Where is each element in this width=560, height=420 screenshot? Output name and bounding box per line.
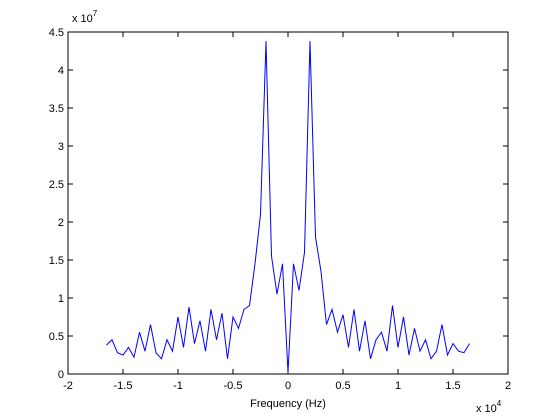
x-multiplier-base: x 10 [476,403,497,415]
plot-frame [67,31,509,375]
y-tick-label: 4.5 [49,27,64,39]
x-multiplier: x 104 [476,399,502,415]
y-tick-label: 4 [58,65,64,77]
x-multiplier-exponent: 4 [497,399,502,408]
x-tick-label: -1.5 [114,380,133,392]
y-tick-label: 0 [58,369,64,381]
x-tick-label: -2 [63,380,73,392]
x-tick-label: -1 [173,380,183,392]
x-axis-label: Frequency (Hz) [250,398,326,410]
line-series [106,41,470,373]
x-tick-label: 1 [395,380,401,392]
y-multiplier: x 107 [72,9,98,25]
y-tick-label: 1 [58,293,64,305]
y-tick-label: 2 [58,217,64,229]
x-tick-label: 0 [285,380,291,392]
x-tick-label: -0.5 [224,380,243,392]
y-tick-label: 3 [58,141,64,153]
y-tick-label: 3.5 [49,103,64,115]
y-multiplier-exponent: 7 [93,9,98,18]
y-multiplier-base: x 10 [72,13,93,25]
x-tick-label: 1.5 [445,380,460,392]
y-tick-label: 2.5 [49,179,64,191]
y-tick-label: 0.5 [49,331,64,343]
x-tick-label: 0.5 [335,380,350,392]
y-tick-label: 1.5 [49,255,64,267]
x-tick-label: 2 [505,380,511,392]
